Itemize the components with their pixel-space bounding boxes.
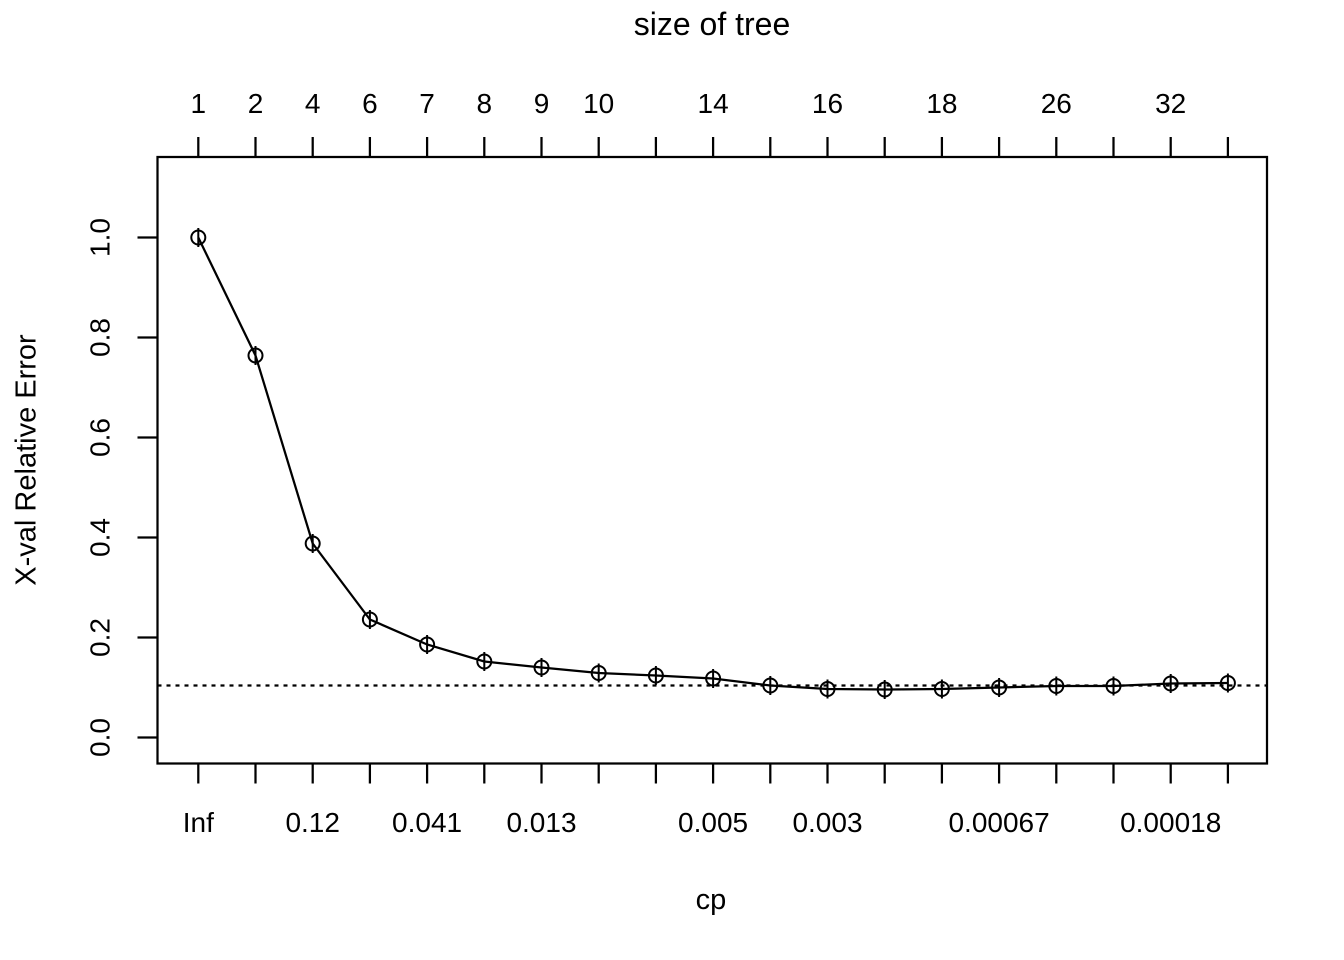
y-axis-tick-label: 0.4	[85, 518, 116, 557]
y-axis-tick-label: 0.2	[85, 618, 116, 657]
top-axis-tick-label: 18	[926, 88, 957, 119]
top-axis-tick-label: 9	[534, 88, 550, 119]
bottom-axis-tick-label: Inf	[183, 807, 214, 838]
top-axis-tick-label: 7	[419, 88, 435, 119]
data-point-marker	[247, 347, 264, 364]
y-axis-tick-label: 0.0	[85, 718, 116, 757]
data-point-marker	[991, 679, 1008, 696]
bottom-axis-tick-label: 0.003	[792, 807, 862, 838]
data-point-marker	[647, 667, 664, 684]
bottom-axis-tick-label: 0.00018	[1120, 807, 1221, 838]
top-axis-tick-label: 6	[362, 88, 378, 119]
data-point-marker	[533, 659, 550, 676]
top-axis-title: size of tree	[633, 6, 791, 42]
top-axis-tick-label: 14	[698, 88, 729, 119]
y-axis-tick-label: 0.8	[85, 318, 116, 357]
top-axis-tick-label: 32	[1155, 88, 1186, 119]
bottom-axis-tick-label: 0.041	[392, 807, 462, 838]
data-point-marker	[419, 636, 436, 653]
top-axis-tick-label: 2	[248, 88, 264, 119]
data-point-marker	[1048, 678, 1065, 694]
y-axis-tick-label: 0.6	[85, 418, 116, 457]
top-axis-tick-label: 4	[305, 88, 321, 119]
data-point-marker	[705, 670, 722, 687]
top-axis-tick-label: 1	[191, 88, 207, 119]
bottom-axis-tick-label: 0.013	[506, 807, 576, 838]
data-point-marker	[476, 653, 493, 670]
bottom-axis-tick-label: 0.005	[678, 807, 748, 838]
data-point-marker	[933, 681, 950, 697]
data-point-marker	[1219, 675, 1236, 691]
data-point-marker	[762, 677, 779, 694]
data-point-marker	[190, 229, 207, 246]
data-point-marker	[304, 535, 321, 552]
top-axis-tick-label: 8	[477, 88, 493, 119]
y-axis-tick-label: 1.0	[85, 218, 116, 257]
data-point-marker	[590, 665, 607, 681]
top-axis-tick-label: 26	[1041, 88, 1072, 119]
x-axis-title: cp	[695, 884, 727, 916]
data-point-marker	[876, 681, 893, 698]
y-axis-title: X-val Relative Error	[10, 334, 43, 586]
data-point-marker	[1162, 675, 1179, 692]
data-point-marker	[819, 681, 836, 697]
bottom-axis-tick-label: 0.12	[285, 807, 340, 838]
data-point-marker	[361, 611, 378, 628]
top-axis-tick-label: 10	[583, 88, 614, 119]
top-axis-tick-label: 16	[812, 88, 843, 119]
bottom-axis-tick-label: 0.00067	[948, 807, 1049, 838]
data-point-marker	[1105, 678, 1122, 694]
